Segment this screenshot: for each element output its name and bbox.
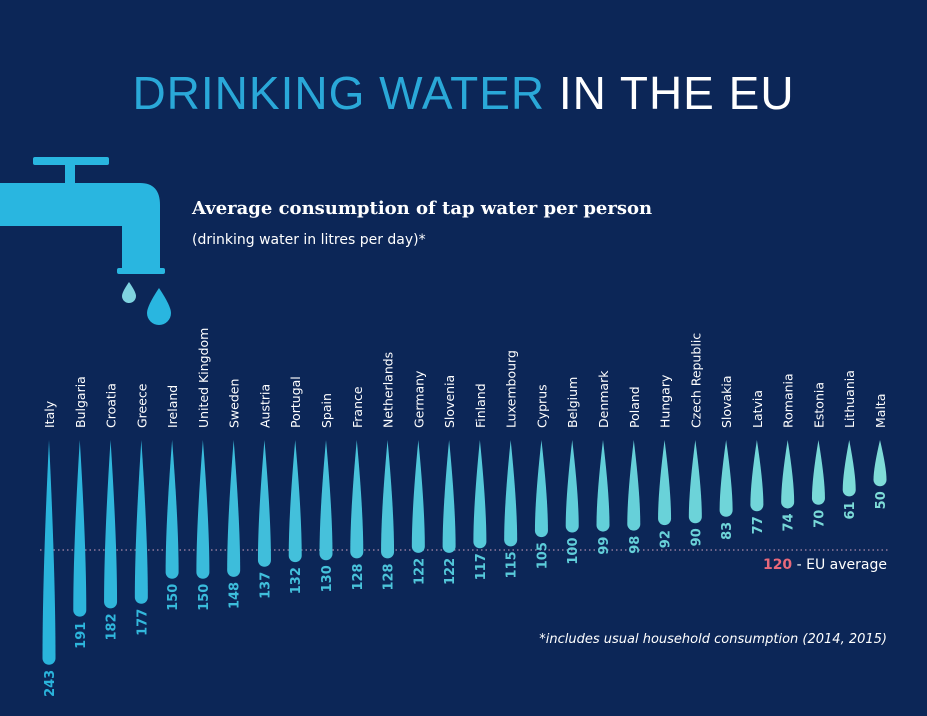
- value-label: 128: [351, 563, 366, 590]
- drop-bar: [750, 440, 764, 512]
- drop-bar: [257, 440, 271, 567]
- value-label: 61: [843, 501, 858, 519]
- country-label: Sweden: [227, 379, 242, 428]
- country-label: Luxembourg: [504, 350, 519, 428]
- value-label: 128: [382, 563, 397, 590]
- drop-bar: [411, 440, 425, 553]
- drop-bar: [319, 440, 333, 561]
- value-label: 191: [74, 622, 89, 649]
- title-rest: IN THE EU: [558, 67, 795, 119]
- country-label: Greece: [134, 383, 149, 428]
- drop-bar: [781, 440, 795, 509]
- water-tap-icon: [0, 157, 171, 325]
- country-label: Germany: [411, 370, 426, 428]
- drop-bar: [73, 440, 87, 617]
- drop-bar: [473, 440, 487, 549]
- country-label: Cyprus: [534, 384, 549, 428]
- country-label: Finland: [473, 383, 488, 428]
- country-label: Croatia: [104, 383, 119, 428]
- country-label: Austria: [257, 384, 272, 428]
- drop-bar: [196, 440, 210, 579]
- value-label: 243: [43, 670, 58, 697]
- chart-subtitle: (drinking water in litres per day)*: [192, 232, 426, 248]
- country-label: Czech Republic: [688, 333, 703, 428]
- country-label: Spain: [319, 393, 334, 428]
- value-label: 99: [597, 537, 612, 555]
- value-label: 98: [628, 536, 643, 554]
- value-label: 117: [474, 553, 489, 580]
- country-label: Estonia: [811, 382, 826, 428]
- country-label: Belgium: [565, 377, 580, 428]
- drop-bar: [658, 440, 672, 526]
- value-label: 182: [105, 613, 120, 640]
- value-label: 132: [289, 567, 304, 594]
- value-label: 100: [566, 538, 581, 565]
- footnote: *includes usual household consumption (2…: [539, 632, 887, 647]
- country-label: Romania: [781, 373, 796, 428]
- country-label: Netherlands: [381, 352, 396, 428]
- value-label: 137: [258, 572, 273, 599]
- drop-bar: [596, 440, 610, 532]
- drop-bar: [688, 440, 702, 524]
- value-label: 105: [535, 542, 550, 569]
- drop-bar: [534, 440, 548, 538]
- country-label: Hungary: [658, 374, 673, 428]
- drop-bar: [842, 440, 856, 497]
- drop-bar: [165, 440, 179, 579]
- drop-bar: [381, 440, 395, 559]
- drop-bar: [104, 440, 118, 609]
- eu-average-value: 120: [762, 557, 793, 573]
- value-label: 90: [689, 528, 704, 546]
- value-label: 122: [412, 558, 427, 585]
- country-label: Lithuania: [842, 370, 857, 428]
- value-label: 150: [166, 584, 181, 611]
- value-label: 122: [443, 558, 458, 585]
- country-label: Bulgaria: [73, 376, 88, 428]
- value-label: 92: [659, 530, 674, 548]
- value-label: 130: [320, 565, 335, 592]
- drop-bar: [42, 440, 56, 665]
- value-label: 70: [812, 510, 827, 528]
- country-label: Ireland: [165, 385, 180, 428]
- title-highlight: DRINKING WATER: [132, 67, 546, 119]
- eu-average-text: - EU average: [796, 557, 887, 573]
- value-label: 150: [197, 584, 212, 611]
- drop-bar: [350, 440, 364, 559]
- value-label: 77: [751, 516, 766, 534]
- country-label: Italy: [42, 400, 57, 428]
- page-title: DRINKING WATER IN THE EU: [0, 66, 927, 120]
- country-label: Malta: [873, 394, 888, 428]
- drop-bar: [873, 440, 887, 487]
- drop-bar: [288, 440, 302, 563]
- country-label: Latvia: [750, 390, 765, 428]
- drop-bar: [719, 440, 733, 517]
- drop-bar: [811, 440, 825, 505]
- value-label: 177: [135, 609, 150, 636]
- drop-bar: [627, 440, 641, 531]
- country-label: France: [350, 386, 365, 428]
- value-label: 148: [228, 582, 243, 609]
- chart-title: Average consumption of tap water per per…: [192, 198, 653, 219]
- country-label: Denmark: [596, 370, 611, 428]
- drop-bar: [504, 440, 518, 547]
- country-label: United Kingdom: [196, 328, 211, 428]
- country-label: Slovakia: [719, 376, 734, 428]
- drop-bar: [134, 440, 148, 604]
- value-label: 74: [782, 513, 797, 531]
- country-label: Portugal: [288, 376, 303, 428]
- value-label: 50: [874, 491, 889, 509]
- drop-bar: [565, 440, 579, 533]
- eu-average-label: 120 - EU average: [763, 557, 887, 573]
- drop-bar: [227, 440, 241, 577]
- country-label: Slovenia: [442, 375, 457, 428]
- country-label: Poland: [627, 386, 642, 428]
- drop-bar: [442, 440, 456, 553]
- value-label: 83: [720, 522, 735, 540]
- value-label: 115: [505, 551, 520, 578]
